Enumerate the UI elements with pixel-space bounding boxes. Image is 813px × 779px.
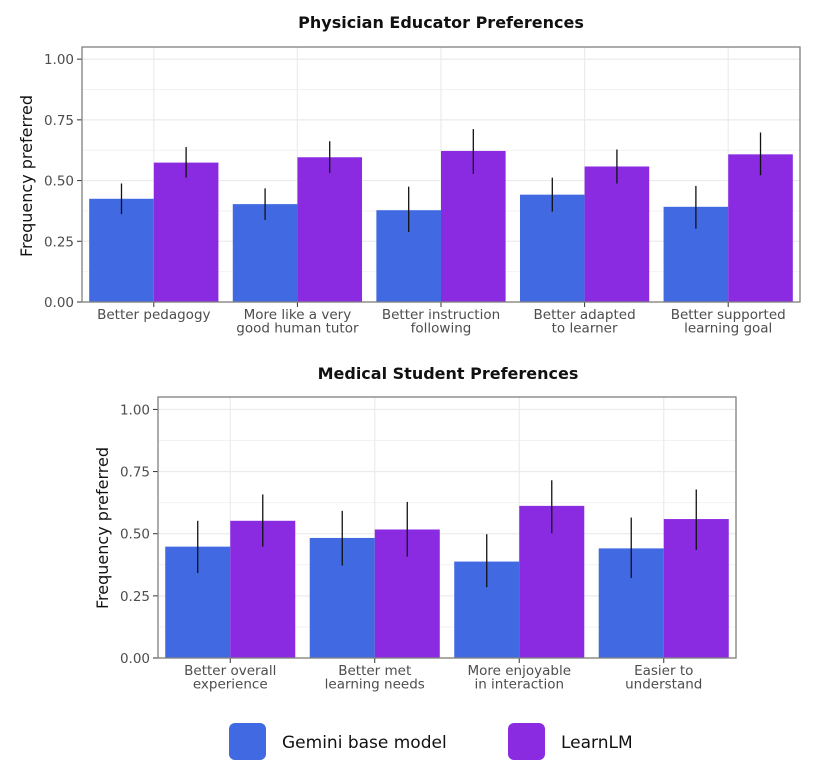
y-axis-title: Frequency preferred: [17, 95, 36, 257]
x-tick-label: Better overall experience: [184, 663, 276, 693]
legend-label-gemini: Gemini base model: [282, 733, 447, 753]
plot-area: 0.00 0.25 0.50 0.75 1.00 Better pedagogy More …: [44, 46, 801, 337]
chart-title: Medical Student Preferences: [318, 364, 579, 383]
chart-title: Physician Educator Preferences: [298, 13, 584, 32]
y-tick-label: 0.00: [44, 295, 74, 311]
y-tick-label: 0.00: [120, 651, 150, 667]
panel-border: [157, 396, 737, 659]
bar-gemini: [519, 194, 585, 302]
y-tick-label: 0.50: [120, 527, 150, 543]
bar-learnlm: [584, 166, 650, 302]
y-tick-label: 1.00: [44, 52, 74, 68]
x-tick-label: Better supported learning goal: [671, 307, 786, 337]
bar-learnlm: [441, 150, 506, 302]
y-tick-label: 0.50: [44, 174, 74, 190]
bar-learnlm: [728, 154, 793, 302]
x-tick-label: Better adapted to learner: [534, 307, 636, 337]
plot-area: 0.00 0.25 0.50 0.75 1.00 Better overall experi…: [120, 396, 737, 693]
y-tick-label: 0.75: [120, 465, 150, 481]
y-tick-label: 0.25: [44, 234, 74, 250]
x-tick-label: Better met learning needs: [325, 663, 425, 693]
x-tick-label: More enjoyable in interaction: [467, 663, 571, 693]
y-tick-label: 1.00: [120, 402, 150, 418]
y-tick-label: 0.75: [44, 113, 74, 129]
y-tick-label: 0.25: [120, 589, 150, 605]
bar-learnlm: [297, 157, 363, 302]
y-axis-title: Frequency preferred: [93, 447, 112, 609]
legend-swatch-learnlm: [508, 723, 545, 760]
x-tick-label: Better pedagogy: [97, 307, 210, 323]
legend-label-learnlm: LearnLM: [561, 733, 633, 753]
bar-gemini: [232, 204, 298, 302]
x-tick-label: Easier to understand: [625, 663, 702, 693]
medical-student-chart: Medical Student Preferences Frequency pr…: [93, 364, 737, 693]
x-tick-label: Better instruction following: [382, 307, 500, 337]
bar-gemini: [89, 198, 154, 302]
bar-learnlm: [153, 162, 219, 302]
x-tick-label: More like a very good human tutor: [236, 307, 359, 337]
physician-educator-chart: Physician Educator Preferences Frequency…: [17, 13, 801, 337]
legend: Gemini base model LearnLM: [229, 723, 633, 760]
legend-swatch-gemini: [229, 723, 266, 760]
panel-border: [81, 46, 801, 303]
